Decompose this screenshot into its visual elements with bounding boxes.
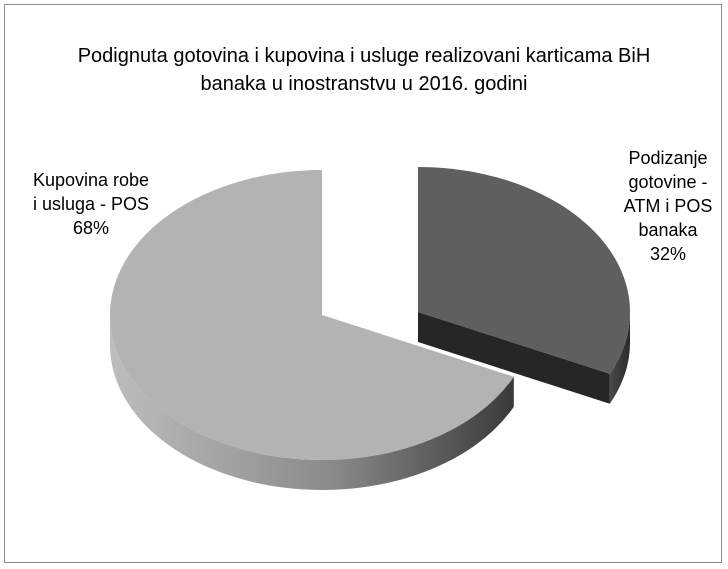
slice-label: Kupovina robe i usluga - POS 68% xyxy=(26,168,156,240)
pie-slice xyxy=(418,167,630,374)
pie-slice xyxy=(109,170,514,461)
slice-side xyxy=(110,315,514,490)
label-value: 68% xyxy=(72,218,110,238)
slice-label: Podizanje gotovine - ATM i POS banaka 32… xyxy=(604,146,728,266)
label-name: Podizanje gotovine - ATM i POS banaka xyxy=(623,148,713,240)
slice-side xyxy=(609,312,630,404)
label-value: 32% xyxy=(649,244,687,264)
chart-frame xyxy=(4,4,722,563)
label-name: Kupovina robe i usluga - POS xyxy=(32,170,150,214)
chart-title: Podignuta gotovina i kupovina i usluge r… xyxy=(77,45,651,95)
slice-cut-face xyxy=(418,312,610,404)
